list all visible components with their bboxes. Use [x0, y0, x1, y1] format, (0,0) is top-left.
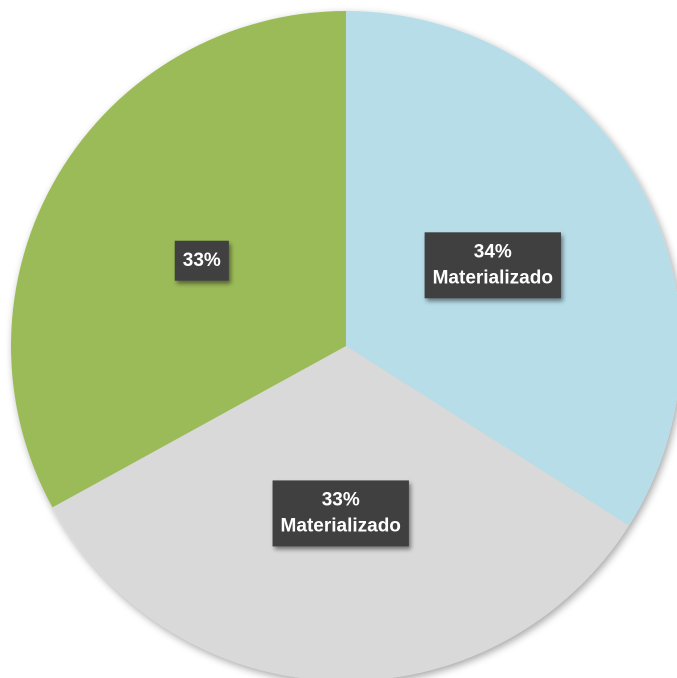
label-box [424, 232, 561, 299]
value-label: 33% [322, 489, 360, 510]
label-box [174, 240, 229, 281]
label-box [272, 480, 409, 547]
data-label: 34% Materializado [424, 232, 561, 299]
data-label: 33% Materializado [272, 480, 409, 547]
data-label: 33% [174, 240, 229, 281]
value-label: 34% [474, 241, 512, 262]
labels: 34% Materializado 33% Materializado 33% [174, 232, 561, 547]
category-label: Materializado [281, 515, 401, 536]
pie [10, 10, 677, 678]
value-label: 33% [183, 250, 221, 271]
category-label: Materializado [433, 267, 553, 288]
